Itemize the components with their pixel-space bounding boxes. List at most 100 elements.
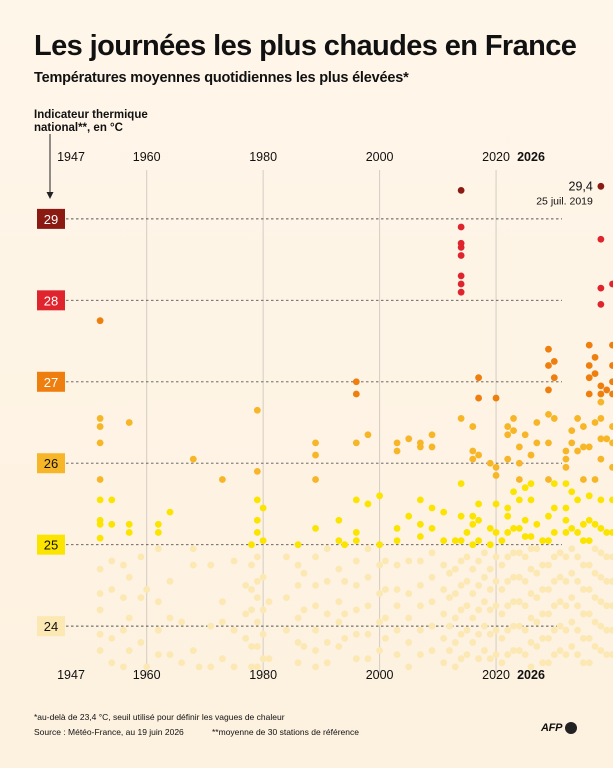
y-tick-label: 25: [44, 538, 58, 553]
data-point: [96, 520, 104, 528]
data-point: [463, 529, 471, 536]
y-axis-label: Indicateur thermique national**, en °C: [34, 109, 148, 134]
data-point: [218, 618, 226, 626]
afp-logo-text: AFP: [541, 722, 563, 734]
data-point: [597, 598, 605, 606]
data-point: [416, 443, 424, 451]
data-point: [405, 435, 413, 443]
data-point: [609, 602, 613, 610]
data-point: [137, 639, 145, 646]
y-tick-badge: [37, 290, 65, 311]
data-point: [352, 582, 360, 589]
data-point: [504, 455, 512, 463]
data-point: [352, 655, 360, 663]
data-point: [475, 557, 482, 565]
x-tick-label-bottom: 1960: [133, 668, 161, 682]
data-point: [446, 569, 453, 577]
data-point: [457, 606, 465, 614]
data-point: [335, 565, 343, 573]
data-point: [253, 467, 261, 475]
data-point: [609, 439, 613, 447]
data-point: [125, 614, 133, 622]
y-tick-badge: [37, 453, 65, 474]
data-point: [574, 651, 581, 659]
data-point: [597, 496, 605, 504]
data-point: [166, 577, 174, 585]
data-point: [323, 639, 331, 646]
data-point: [475, 537, 482, 545]
data-point: [416, 533, 424, 540]
data-point: [253, 496, 261, 504]
y-tick-label: 28: [44, 293, 58, 308]
data-point: [568, 594, 576, 602]
data-point: [218, 476, 226, 483]
data-point: [510, 549, 517, 557]
data-point: [515, 647, 523, 654]
data-point: [335, 618, 343, 626]
data-point: [562, 447, 570, 455]
data-point: [550, 651, 558, 659]
data-point: [609, 626, 613, 634]
data-point: [585, 492, 593, 500]
data-point: [457, 480, 465, 487]
data-point: [154, 626, 162, 634]
data-point: [539, 659, 547, 667]
data-point: [498, 561, 506, 569]
data-point: [446, 594, 453, 602]
data-point: [294, 614, 302, 622]
data-point: [382, 557, 389, 565]
record-value-label: 29,4: [569, 179, 593, 193]
data-point: [545, 634, 552, 642]
data-point: [451, 639, 459, 646]
data-point: [475, 516, 482, 524]
data-point: [609, 378, 613, 386]
data-point: [451, 537, 459, 545]
data-point: [527, 639, 535, 646]
data-point: [504, 651, 512, 659]
data-point: [585, 390, 593, 398]
data-point: [294, 561, 302, 569]
data-point: [504, 577, 512, 585]
data-point: [533, 419, 541, 426]
data-point: [451, 614, 459, 622]
data-point: [259, 573, 267, 581]
y-tick-badge: [37, 208, 65, 229]
data-point: [481, 647, 488, 654]
data-point: [521, 553, 529, 561]
data-point: [242, 610, 250, 618]
data-point: [312, 647, 319, 654]
data-point: [515, 549, 523, 557]
data-point: [498, 610, 506, 618]
data-point: [451, 663, 459, 671]
y-tick-label: 29: [44, 212, 58, 227]
data-point: [597, 398, 605, 406]
data-point: [428, 431, 436, 439]
data-point: [609, 577, 613, 585]
data-point: [405, 512, 413, 520]
data-point: [469, 590, 477, 597]
data-point: [125, 647, 133, 654]
data-point: [591, 643, 599, 650]
data-point: [416, 626, 424, 634]
data-point: [96, 439, 104, 447]
data-point: [265, 655, 273, 663]
data-point: [603, 651, 611, 659]
data-point: [580, 634, 587, 642]
data-point: [300, 569, 308, 577]
data-point: [556, 549, 564, 557]
data-point: [580, 443, 587, 451]
data-point: [405, 557, 413, 565]
data-point: [312, 451, 319, 459]
data-point: [166, 508, 174, 516]
data-point: [580, 520, 587, 528]
data-point: [486, 524, 494, 532]
data-point: [597, 390, 605, 398]
data-point: [428, 598, 436, 606]
data-point: [475, 500, 482, 508]
data-point: [527, 545, 535, 553]
data-point: [556, 647, 564, 654]
data-point: [510, 524, 517, 532]
data-point: [515, 573, 523, 581]
data-point: [242, 582, 250, 589]
data-point: [428, 573, 436, 581]
